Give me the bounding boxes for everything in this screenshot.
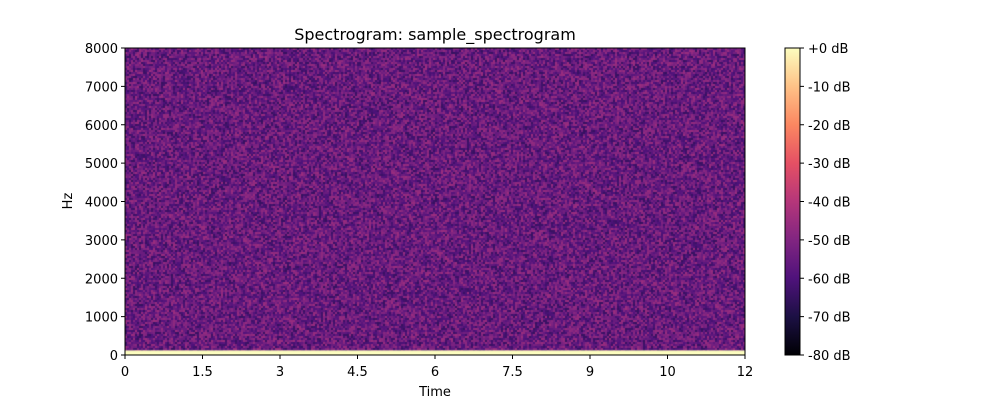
colorbar-tick-label: -30 dB xyxy=(808,157,851,172)
x-tick-label: 10 xyxy=(659,365,676,380)
x-tick-label: 6 xyxy=(431,365,439,380)
plot-area xyxy=(125,48,745,355)
y-tick-label: 3000 xyxy=(85,234,118,249)
x-tick-label: 4.5 xyxy=(347,365,368,380)
y-tick-label: 6000 xyxy=(85,119,118,134)
y-tick-label: 0 xyxy=(110,349,118,364)
colorbar-tick-label: +0 dB xyxy=(808,42,848,57)
colorbar-tick-label: -70 dB xyxy=(808,311,851,326)
x-tick-label: 0 xyxy=(121,365,129,380)
x-tick-label: 12 xyxy=(737,365,754,380)
x-axis: 0 1.5 3 4.5 6 7.5 9 10 12 xyxy=(121,355,753,380)
colorbar-axis: +0 dB -10 dB -20 dB -30 dB -40 dB -50 dB -60 d… xyxy=(800,42,851,364)
colorbar-tick-label: -10 dB xyxy=(808,80,851,95)
y-tick-label: 8000 xyxy=(85,42,118,57)
y-axis-label: Hz xyxy=(61,193,76,210)
y-tick-label: 7000 xyxy=(85,80,118,95)
x-tick-label: 3 xyxy=(276,365,284,380)
y-tick-label: 5000 xyxy=(85,157,118,172)
y-tick-label: 1000 xyxy=(85,311,118,326)
y-tick-label: 2000 xyxy=(85,272,118,287)
colorbar-tick-label: -40 dB xyxy=(808,196,851,211)
colorbar-tick-label: -60 dB xyxy=(808,272,851,287)
colorbar-tick-label: -20 dB xyxy=(808,119,851,134)
colorbar-tick-label: -80 dB xyxy=(808,349,851,364)
x-tick-label: 7.5 xyxy=(502,365,523,380)
x-tick-label: 1.5 xyxy=(192,365,213,380)
x-axis-label: Time xyxy=(418,385,451,400)
y-axis: 0 1000 2000 3000 4000 5000 6000 7000 8000 xyxy=(85,42,125,364)
chart-title: Spectrogram: sample_spectrogram xyxy=(294,25,576,45)
colorbar xyxy=(784,47,801,356)
spectrogram-image xyxy=(125,48,745,355)
y-tick-label: 4000 xyxy=(85,196,118,211)
colorbar-tick-label: -50 dB xyxy=(808,234,851,249)
x-tick-label: 9 xyxy=(586,365,594,380)
